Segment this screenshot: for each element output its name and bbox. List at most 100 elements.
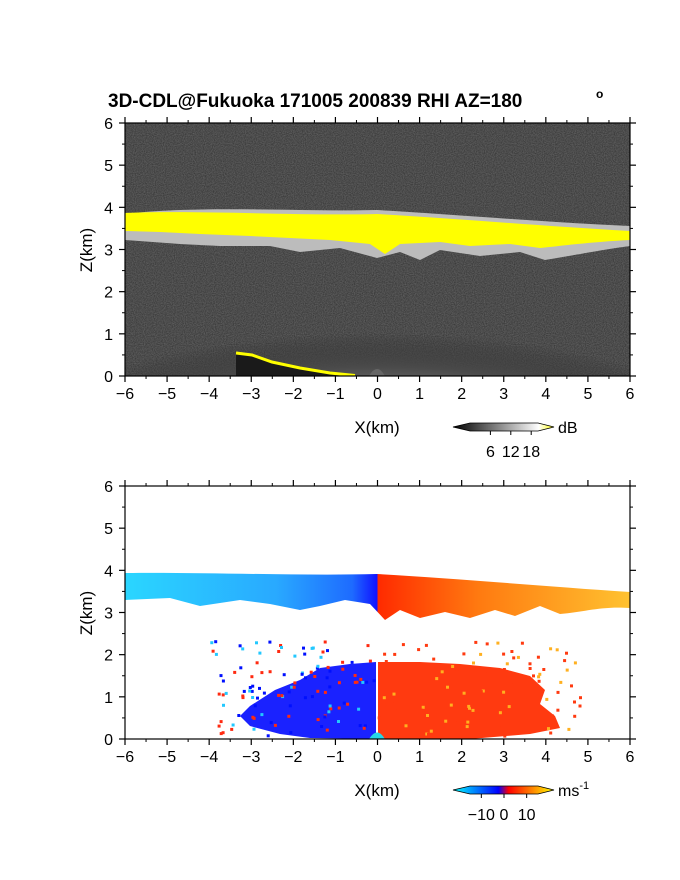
velocity-speckle-pixel — [269, 721, 273, 725]
velocity-unit-base: ms — [558, 783, 579, 800]
velocity-speckle-pixel — [452, 669, 456, 672]
x-tick-label: 1 — [415, 749, 424, 766]
velocity-speckle-pixel — [273, 723, 277, 727]
colorbar-tick-label: 6 — [486, 444, 495, 461]
velocity-speckle-pixel — [253, 704, 257, 708]
x-tick-label: 3 — [499, 386, 508, 403]
velocity-speckle-pixel — [447, 729, 450, 732]
velocity-speckle-pixel — [456, 721, 460, 725]
velocity-speckle-pixel — [431, 664, 435, 668]
velocity-speckle-pixel — [424, 643, 428, 647]
velocity-speckle-pixel — [488, 668, 492, 672]
velocity-speckle-pixel — [426, 714, 429, 717]
velocity-speckle-pixel — [268, 640, 272, 644]
velocity-speckle-pixel — [323, 640, 327, 644]
velocity-speckle-pixel — [325, 676, 329, 680]
velocity-speckle-pixel — [386, 705, 390, 709]
velocity-colorbar: −10 0 10 ms-1 — [452, 780, 589, 824]
x-tick-label: −4 — [200, 386, 218, 403]
velocity-speckle-pixel — [470, 704, 474, 708]
velocity-speckle-pixel — [315, 666, 319, 670]
velocity-speckle-pixel — [512, 656, 516, 660]
velocity-speckle-pixel — [537, 675, 541, 679]
y-tick-label: 3 — [104, 606, 113, 623]
velocity-speckle-pixel — [563, 659, 567, 663]
velocity-speckle-pixel — [251, 684, 255, 688]
ground-echo-edge — [235, 351, 356, 376]
x-tick-label: 0 — [373, 386, 382, 403]
velocity-speckle-pixel — [549, 731, 553, 735]
velocity-speckle-pixel — [532, 674, 535, 678]
velocity-speckle-pixel — [390, 702, 394, 706]
velocity-speckle-pixel — [250, 689, 254, 693]
velocity-speckle-pixel — [277, 650, 281, 653]
y-tick-label: 4 — [104, 563, 113, 580]
y-tick-label: 6 — [104, 116, 113, 133]
velocity-speckle-pixel — [280, 694, 284, 698]
velocity-speckle-pixel — [455, 667, 459, 671]
y-tick-label: 1 — [104, 327, 113, 344]
velocity-speckle-pixel — [326, 665, 330, 669]
velocity-speckle-pixel — [481, 689, 485, 693]
velocity-speckle-pixel — [241, 694, 245, 698]
velocity-speckle-pixel — [442, 696, 446, 700]
x-tick-label: 4 — [541, 386, 550, 403]
velocity-speckle-pixel — [292, 685, 296, 689]
velocity-speckle-pixel — [353, 674, 357, 677]
y-tick-label: 4 — [104, 200, 113, 217]
velocity-xlabel: X(km) — [354, 781, 399, 800]
x-tick-label: 5 — [583, 749, 592, 766]
x-tick-label: −5 — [158, 749, 176, 766]
velocity-speckle-pixel — [427, 692, 431, 696]
velocity-speckle-pixel — [241, 647, 245, 651]
velocity-speckle-pixel — [463, 673, 467, 677]
x-tick-label: −3 — [242, 749, 260, 766]
velocity-speckle-pixel — [468, 706, 471, 710]
velocity-speckle-pixel — [565, 651, 568, 655]
velocity-colorbar-unit: ms-1 — [558, 780, 589, 800]
chart-title: 3D-CDL@Fukuoka 171005 200839 RHI AZ=180 — [108, 91, 522, 112]
colorbar-tick-label: 10 — [518, 807, 536, 824]
velocity-speckle-pixel — [382, 703, 386, 707]
velocity-speckle-pixel — [251, 715, 255, 719]
velocity-speckle-pixel — [435, 677, 439, 681]
velocity-speckle-pixel — [366, 644, 370, 648]
x-tick-label: −3 — [242, 386, 260, 403]
colorbar-tick-label: −10 — [468, 807, 495, 824]
x-tick-label: 6 — [626, 386, 635, 403]
velocity-speckle-pixel — [359, 677, 363, 681]
velocity-speckle-pixel — [499, 670, 502, 674]
title-degree-sup: o — [596, 87, 603, 101]
velocity-speckle-pixel — [549, 647, 553, 651]
x-tick-label: 1 — [415, 386, 424, 403]
velocity-speckle-pixel — [559, 680, 563, 684]
velocity-speckle-pixel — [310, 646, 314, 650]
velocity-speckle-pixel — [573, 700, 576, 704]
y-tick-label: 3 — [104, 243, 113, 260]
velocity-speckle-pixel — [319, 655, 323, 659]
velocity-speckle-pixel — [320, 725, 324, 728]
velocity-speckle-pixel — [342, 701, 346, 705]
velocity-speckle-pixel — [520, 641, 524, 645]
velocity-speckle-pixel — [258, 686, 261, 690]
velocity-speckle-pixel — [479, 652, 483, 656]
velocity-speckle-pixel — [222, 703, 225, 707]
velocity-speckle-pixel — [365, 680, 369, 684]
velocity-speckle-pixel — [341, 660, 345, 664]
velocity-panel — [125, 486, 630, 739]
velocity-speckle-pixel — [251, 696, 255, 699]
velocity-speckle-pixel — [462, 691, 466, 695]
velocity-speckle-pixel — [480, 669, 484, 672]
velocity-speckle-pixel — [316, 718, 320, 722]
velocity-speckle-pixel — [567, 727, 571, 731]
y-tick-label: 0 — [104, 369, 113, 386]
radar-site-echo — [369, 369, 385, 376]
velocity-speckle-pixel — [536, 655, 540, 659]
velocity-speckle-pixel — [277, 693, 281, 697]
x-tick-label: 6 — [626, 749, 635, 766]
velocity-speckle-pixel — [525, 687, 528, 691]
velocity-speckle-pixel — [419, 708, 423, 712]
velocity-speckle-pixel — [368, 659, 372, 663]
velocity-speckle-pixel — [287, 690, 291, 694]
velocity-speckle-pixel — [241, 696, 245, 700]
